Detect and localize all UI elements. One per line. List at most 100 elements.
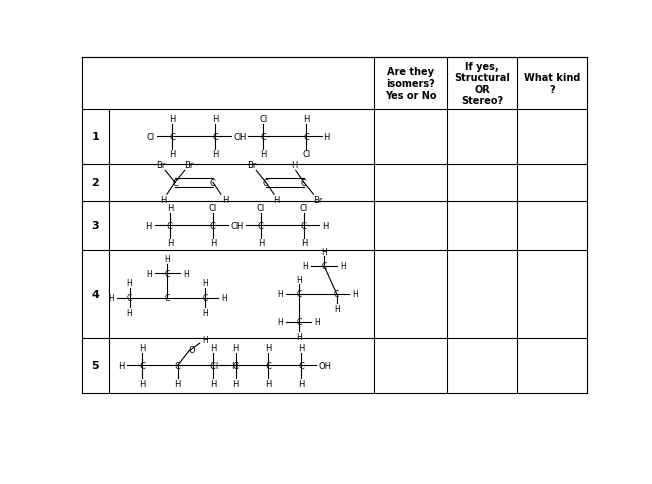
Text: H: H <box>298 344 304 353</box>
Text: Cl: Cl <box>257 204 265 213</box>
Text: H: H <box>210 344 216 353</box>
Text: C: C <box>210 179 216 187</box>
Text: C: C <box>172 179 178 187</box>
Text: C: C <box>334 290 339 299</box>
Text: H: H <box>291 161 298 170</box>
Text: H: H <box>146 269 151 278</box>
Text: Cl: Cl <box>259 115 267 124</box>
Text: H: H <box>277 290 283 299</box>
Text: C: C <box>296 318 301 327</box>
Text: H: H <box>145 221 152 230</box>
Text: H: H <box>231 361 237 370</box>
Text: H: H <box>212 150 218 159</box>
Text: H: H <box>237 221 243 230</box>
Text: C: C <box>127 293 132 302</box>
Text: H: H <box>126 279 132 288</box>
Text: H: H <box>273 195 280 204</box>
Text: C: C <box>303 133 309 142</box>
Text: H: H <box>321 247 327 256</box>
Text: 1: 1 <box>91 132 99 142</box>
Text: 5: 5 <box>91 361 99 371</box>
Text: OH: OH <box>318 361 331 370</box>
Text: H: H <box>202 308 208 317</box>
Text: H: H <box>170 115 175 124</box>
Text: H: H <box>296 332 302 341</box>
Text: H: H <box>139 344 145 353</box>
Text: C: C <box>260 133 267 142</box>
Text: H: H <box>139 379 145 388</box>
Text: H: H <box>232 344 239 353</box>
Text: 3: 3 <box>91 221 99 231</box>
Text: H: H <box>126 308 132 317</box>
Text: Cl: Cl <box>209 204 217 213</box>
Text: H: H <box>301 239 307 248</box>
Text: Br: Br <box>313 195 322 204</box>
Text: H: H <box>167 239 173 248</box>
Text: 4: 4 <box>91 289 99 299</box>
Text: H: H <box>239 133 245 142</box>
Text: H: H <box>258 239 264 248</box>
Text: H: H <box>183 269 189 278</box>
Text: C: C <box>301 179 307 187</box>
Text: H: H <box>303 115 310 124</box>
Text: H: H <box>212 115 218 124</box>
Text: O: O <box>189 345 196 354</box>
Text: H: H <box>340 262 346 271</box>
Text: C: C <box>213 133 218 142</box>
Text: H: H <box>323 133 330 142</box>
Text: C: C <box>165 293 170 302</box>
Text: H: H <box>221 293 227 302</box>
Text: C: C <box>139 361 145 370</box>
Text: Br: Br <box>184 161 194 170</box>
Text: Cl: Cl <box>303 150 310 159</box>
Text: If yes,
Structural
OR
Stereo?: If yes, Structural OR Stereo? <box>454 61 510 106</box>
Text: H: H <box>167 204 173 213</box>
Text: H: H <box>334 304 340 313</box>
Text: H: H <box>210 379 216 388</box>
Text: C: C <box>210 361 216 370</box>
Text: H: H <box>232 379 239 388</box>
Text: C: C <box>299 361 304 370</box>
Text: C: C <box>175 361 181 370</box>
Text: H: H <box>202 279 208 288</box>
Text: H: H <box>170 150 175 159</box>
Text: H: H <box>211 361 218 370</box>
Text: Cl: Cl <box>300 204 308 213</box>
Text: H: H <box>303 262 308 271</box>
Text: C: C <box>165 269 170 278</box>
Text: H: H <box>265 379 272 388</box>
Text: C: C <box>296 290 301 299</box>
Text: H: H <box>298 379 304 388</box>
Text: H: H <box>160 195 166 204</box>
Text: C: C <box>265 361 271 370</box>
Text: Cl: Cl <box>230 221 239 230</box>
Text: 2: 2 <box>91 178 99 188</box>
Text: C: C <box>258 221 264 230</box>
Text: C: C <box>167 221 173 230</box>
Text: H: H <box>315 318 320 327</box>
Text: H: H <box>164 255 170 264</box>
Text: Cl: Cl <box>146 133 155 142</box>
Text: What kind
?: What kind ? <box>524 73 580 94</box>
Text: Br: Br <box>248 161 257 170</box>
Text: H: H <box>108 293 113 302</box>
Text: C: C <box>233 361 239 370</box>
Text: H: H <box>277 318 283 327</box>
Text: H: H <box>118 361 124 370</box>
Text: C: C <box>301 221 307 230</box>
Text: C: C <box>203 293 208 302</box>
Text: C: C <box>170 133 175 142</box>
Text: Are they
isomers?
Yes or No: Are they isomers? Yes or No <box>385 67 436 100</box>
Text: H: H <box>353 290 358 299</box>
Text: Br: Br <box>156 161 166 170</box>
Text: H: H <box>174 379 181 388</box>
Text: Cl: Cl <box>233 133 241 142</box>
Text: H: H <box>296 275 302 284</box>
Text: C: C <box>263 179 269 187</box>
Text: C: C <box>210 221 216 230</box>
Text: H: H <box>265 344 272 353</box>
Text: H: H <box>222 195 228 204</box>
Text: H: H <box>260 150 267 159</box>
Text: H: H <box>322 221 328 230</box>
Text: C: C <box>321 262 327 271</box>
